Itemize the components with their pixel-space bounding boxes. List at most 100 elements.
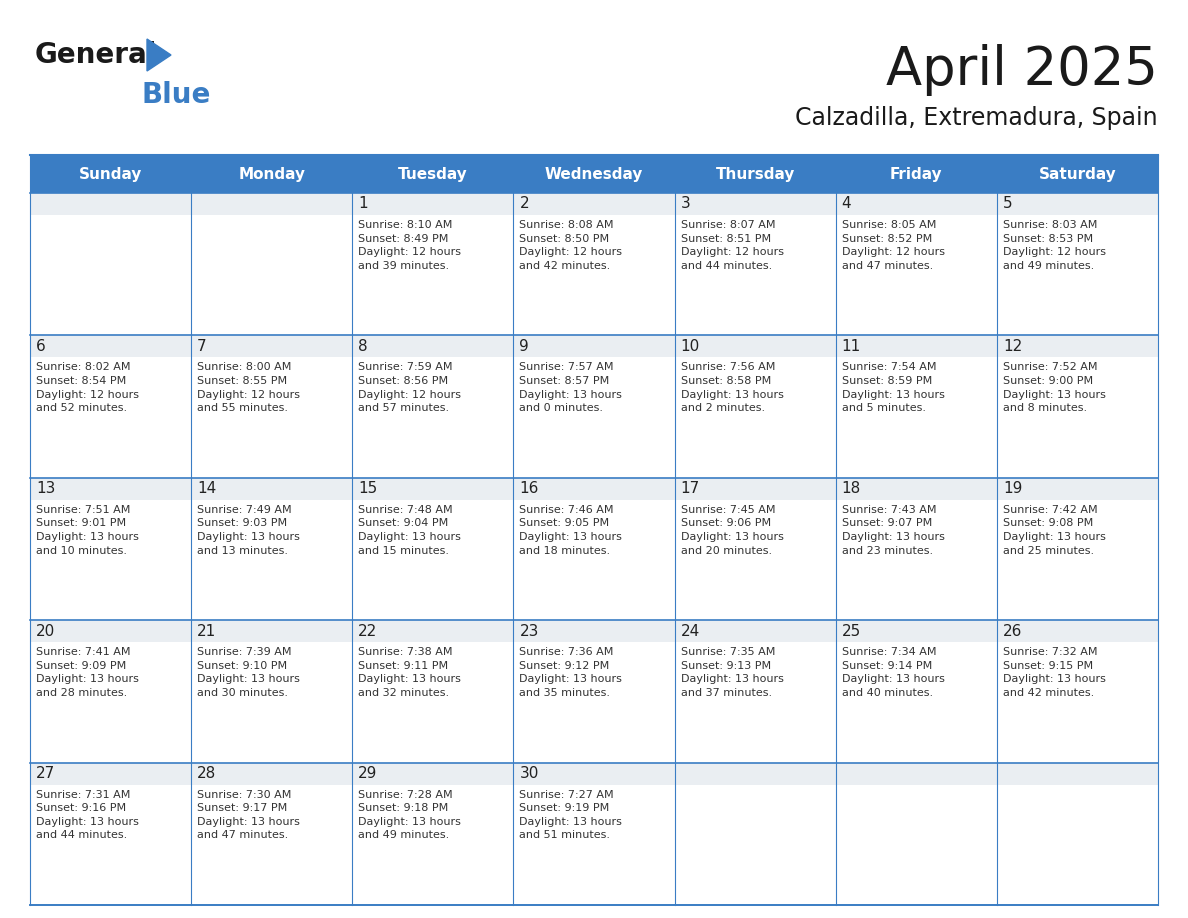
Bar — [835, 621, 997, 643]
Text: Sunrise: 8:07 AM
Sunset: 8:51 PM
Daylight: 12 hours
and 44 minutes.: Sunrise: 8:07 AM Sunset: 8:51 PM Dayligh… — [681, 220, 784, 271]
Bar — [835, 785, 997, 905]
Text: Sunrise: 7:59 AM
Sunset: 8:56 PM
Daylight: 12 hours
and 57 minutes.: Sunrise: 7:59 AM Sunset: 8:56 PM Dayligh… — [359, 363, 461, 413]
Text: Friday: Friday — [890, 166, 942, 182]
Bar — [191, 643, 353, 763]
Bar — [353, 335, 513, 357]
Text: 3: 3 — [681, 196, 690, 211]
Text: Sunrise: 7:39 AM
Sunset: 9:10 PM
Daylight: 13 hours
and 30 minutes.: Sunrise: 7:39 AM Sunset: 9:10 PM Dayligh… — [197, 647, 301, 698]
Bar — [675, 215, 835, 335]
Text: 4: 4 — [842, 196, 852, 211]
Bar — [191, 499, 353, 621]
Text: April 2025: April 2025 — [886, 44, 1158, 96]
Text: Sunrise: 7:27 AM
Sunset: 9:19 PM
Daylight: 13 hours
and 51 minutes.: Sunrise: 7:27 AM Sunset: 9:19 PM Dayligh… — [519, 789, 623, 840]
Bar — [513, 193, 675, 215]
Text: Sunday: Sunday — [78, 166, 143, 182]
Bar — [675, 785, 835, 905]
Text: Monday: Monday — [239, 166, 305, 182]
Text: Sunrise: 8:10 AM
Sunset: 8:49 PM
Daylight: 12 hours
and 39 minutes.: Sunrise: 8:10 AM Sunset: 8:49 PM Dayligh… — [359, 220, 461, 271]
Bar — [353, 763, 513, 785]
Bar — [353, 643, 513, 763]
Bar — [353, 785, 513, 905]
Bar — [997, 193, 1158, 215]
Text: Sunrise: 7:28 AM
Sunset: 9:18 PM
Daylight: 13 hours
and 49 minutes.: Sunrise: 7:28 AM Sunset: 9:18 PM Dayligh… — [359, 789, 461, 840]
Text: 28: 28 — [197, 767, 216, 781]
Bar — [353, 499, 513, 621]
Bar — [675, 477, 835, 499]
Bar — [30, 215, 191, 335]
Text: Calzadilla, Extremadura, Spain: Calzadilla, Extremadura, Spain — [796, 106, 1158, 130]
Text: Sunrise: 7:45 AM
Sunset: 9:06 PM
Daylight: 13 hours
and 20 minutes.: Sunrise: 7:45 AM Sunset: 9:06 PM Dayligh… — [681, 505, 783, 555]
Bar — [997, 763, 1158, 785]
Bar — [835, 763, 997, 785]
Text: 7: 7 — [197, 339, 207, 354]
Text: Sunrise: 7:54 AM
Sunset: 8:59 PM
Daylight: 13 hours
and 5 minutes.: Sunrise: 7:54 AM Sunset: 8:59 PM Dayligh… — [842, 363, 944, 413]
Bar — [835, 215, 997, 335]
Text: Sunrise: 8:02 AM
Sunset: 8:54 PM
Daylight: 12 hours
and 52 minutes.: Sunrise: 8:02 AM Sunset: 8:54 PM Dayligh… — [36, 363, 139, 413]
Bar — [675, 193, 835, 215]
Bar — [997, 335, 1158, 357]
Bar — [675, 499, 835, 621]
Bar — [513, 785, 675, 905]
Text: 9: 9 — [519, 339, 529, 354]
Bar — [513, 335, 675, 357]
Bar — [675, 335, 835, 357]
Text: Sunrise: 8:03 AM
Sunset: 8:53 PM
Daylight: 12 hours
and 49 minutes.: Sunrise: 8:03 AM Sunset: 8:53 PM Dayligh… — [1003, 220, 1106, 271]
Text: 17: 17 — [681, 481, 700, 497]
Text: 22: 22 — [359, 623, 378, 639]
Text: Sunrise: 7:42 AM
Sunset: 9:08 PM
Daylight: 13 hours
and 25 minutes.: Sunrise: 7:42 AM Sunset: 9:08 PM Dayligh… — [1003, 505, 1106, 555]
Text: Sunrise: 7:51 AM
Sunset: 9:01 PM
Daylight: 13 hours
and 10 minutes.: Sunrise: 7:51 AM Sunset: 9:01 PM Dayligh… — [36, 505, 139, 555]
Bar — [997, 477, 1158, 499]
Text: Sunrise: 7:43 AM
Sunset: 9:07 PM
Daylight: 13 hours
and 23 minutes.: Sunrise: 7:43 AM Sunset: 9:07 PM Dayligh… — [842, 505, 944, 555]
Text: Sunrise: 7:34 AM
Sunset: 9:14 PM
Daylight: 13 hours
and 40 minutes.: Sunrise: 7:34 AM Sunset: 9:14 PM Dayligh… — [842, 647, 944, 698]
Bar — [191, 357, 353, 477]
Bar — [835, 193, 997, 215]
Text: Saturday: Saturday — [1038, 166, 1117, 182]
Bar — [30, 193, 191, 215]
Bar — [997, 499, 1158, 621]
Text: Blue: Blue — [143, 81, 211, 109]
Text: 6: 6 — [36, 339, 46, 354]
Bar — [997, 215, 1158, 335]
Polygon shape — [147, 39, 171, 71]
Text: Sunrise: 7:41 AM
Sunset: 9:09 PM
Daylight: 13 hours
and 28 minutes.: Sunrise: 7:41 AM Sunset: 9:09 PM Dayligh… — [36, 647, 139, 698]
Text: 15: 15 — [359, 481, 378, 497]
Text: Sunrise: 7:49 AM
Sunset: 9:03 PM
Daylight: 13 hours
and 13 minutes.: Sunrise: 7:49 AM Sunset: 9:03 PM Dayligh… — [197, 505, 301, 555]
Text: 21: 21 — [197, 623, 216, 639]
Text: 16: 16 — [519, 481, 539, 497]
Text: 13: 13 — [36, 481, 56, 497]
Text: Sunrise: 7:35 AM
Sunset: 9:13 PM
Daylight: 13 hours
and 37 minutes.: Sunrise: 7:35 AM Sunset: 9:13 PM Dayligh… — [681, 647, 783, 698]
Bar — [997, 643, 1158, 763]
Text: 5: 5 — [1003, 196, 1012, 211]
Text: Sunrise: 8:00 AM
Sunset: 8:55 PM
Daylight: 12 hours
and 55 minutes.: Sunrise: 8:00 AM Sunset: 8:55 PM Dayligh… — [197, 363, 301, 413]
Text: Sunrise: 7:56 AM
Sunset: 8:58 PM
Daylight: 13 hours
and 2 minutes.: Sunrise: 7:56 AM Sunset: 8:58 PM Dayligh… — [681, 363, 783, 413]
Text: 29: 29 — [359, 767, 378, 781]
Bar — [835, 335, 997, 357]
Bar — [997, 785, 1158, 905]
Bar — [30, 477, 191, 499]
Text: Sunrise: 7:57 AM
Sunset: 8:57 PM
Daylight: 13 hours
and 0 minutes.: Sunrise: 7:57 AM Sunset: 8:57 PM Dayligh… — [519, 363, 623, 413]
Bar — [513, 215, 675, 335]
Text: Sunrise: 7:31 AM
Sunset: 9:16 PM
Daylight: 13 hours
and 44 minutes.: Sunrise: 7:31 AM Sunset: 9:16 PM Dayligh… — [36, 789, 139, 840]
Text: 2: 2 — [519, 196, 529, 211]
Bar — [513, 643, 675, 763]
Bar — [675, 643, 835, 763]
Bar — [513, 357, 675, 477]
Text: 24: 24 — [681, 623, 700, 639]
Text: 8: 8 — [359, 339, 368, 354]
Text: 27: 27 — [36, 767, 56, 781]
Text: 30: 30 — [519, 767, 539, 781]
Bar — [30, 499, 191, 621]
Bar — [191, 763, 353, 785]
Text: 20: 20 — [36, 623, 56, 639]
Text: Thursday: Thursday — [715, 166, 795, 182]
Text: 25: 25 — [842, 623, 861, 639]
Text: Sunrise: 7:30 AM
Sunset: 9:17 PM
Daylight: 13 hours
and 47 minutes.: Sunrise: 7:30 AM Sunset: 9:17 PM Dayligh… — [197, 789, 301, 840]
Text: Sunrise: 8:05 AM
Sunset: 8:52 PM
Daylight: 12 hours
and 47 minutes.: Sunrise: 8:05 AM Sunset: 8:52 PM Dayligh… — [842, 220, 944, 271]
Text: Sunrise: 7:36 AM
Sunset: 9:12 PM
Daylight: 13 hours
and 35 minutes.: Sunrise: 7:36 AM Sunset: 9:12 PM Dayligh… — [519, 647, 623, 698]
Bar — [997, 621, 1158, 643]
Text: General: General — [34, 41, 157, 69]
Bar — [353, 621, 513, 643]
Bar — [30, 785, 191, 905]
Bar — [835, 357, 997, 477]
Bar — [30, 763, 191, 785]
